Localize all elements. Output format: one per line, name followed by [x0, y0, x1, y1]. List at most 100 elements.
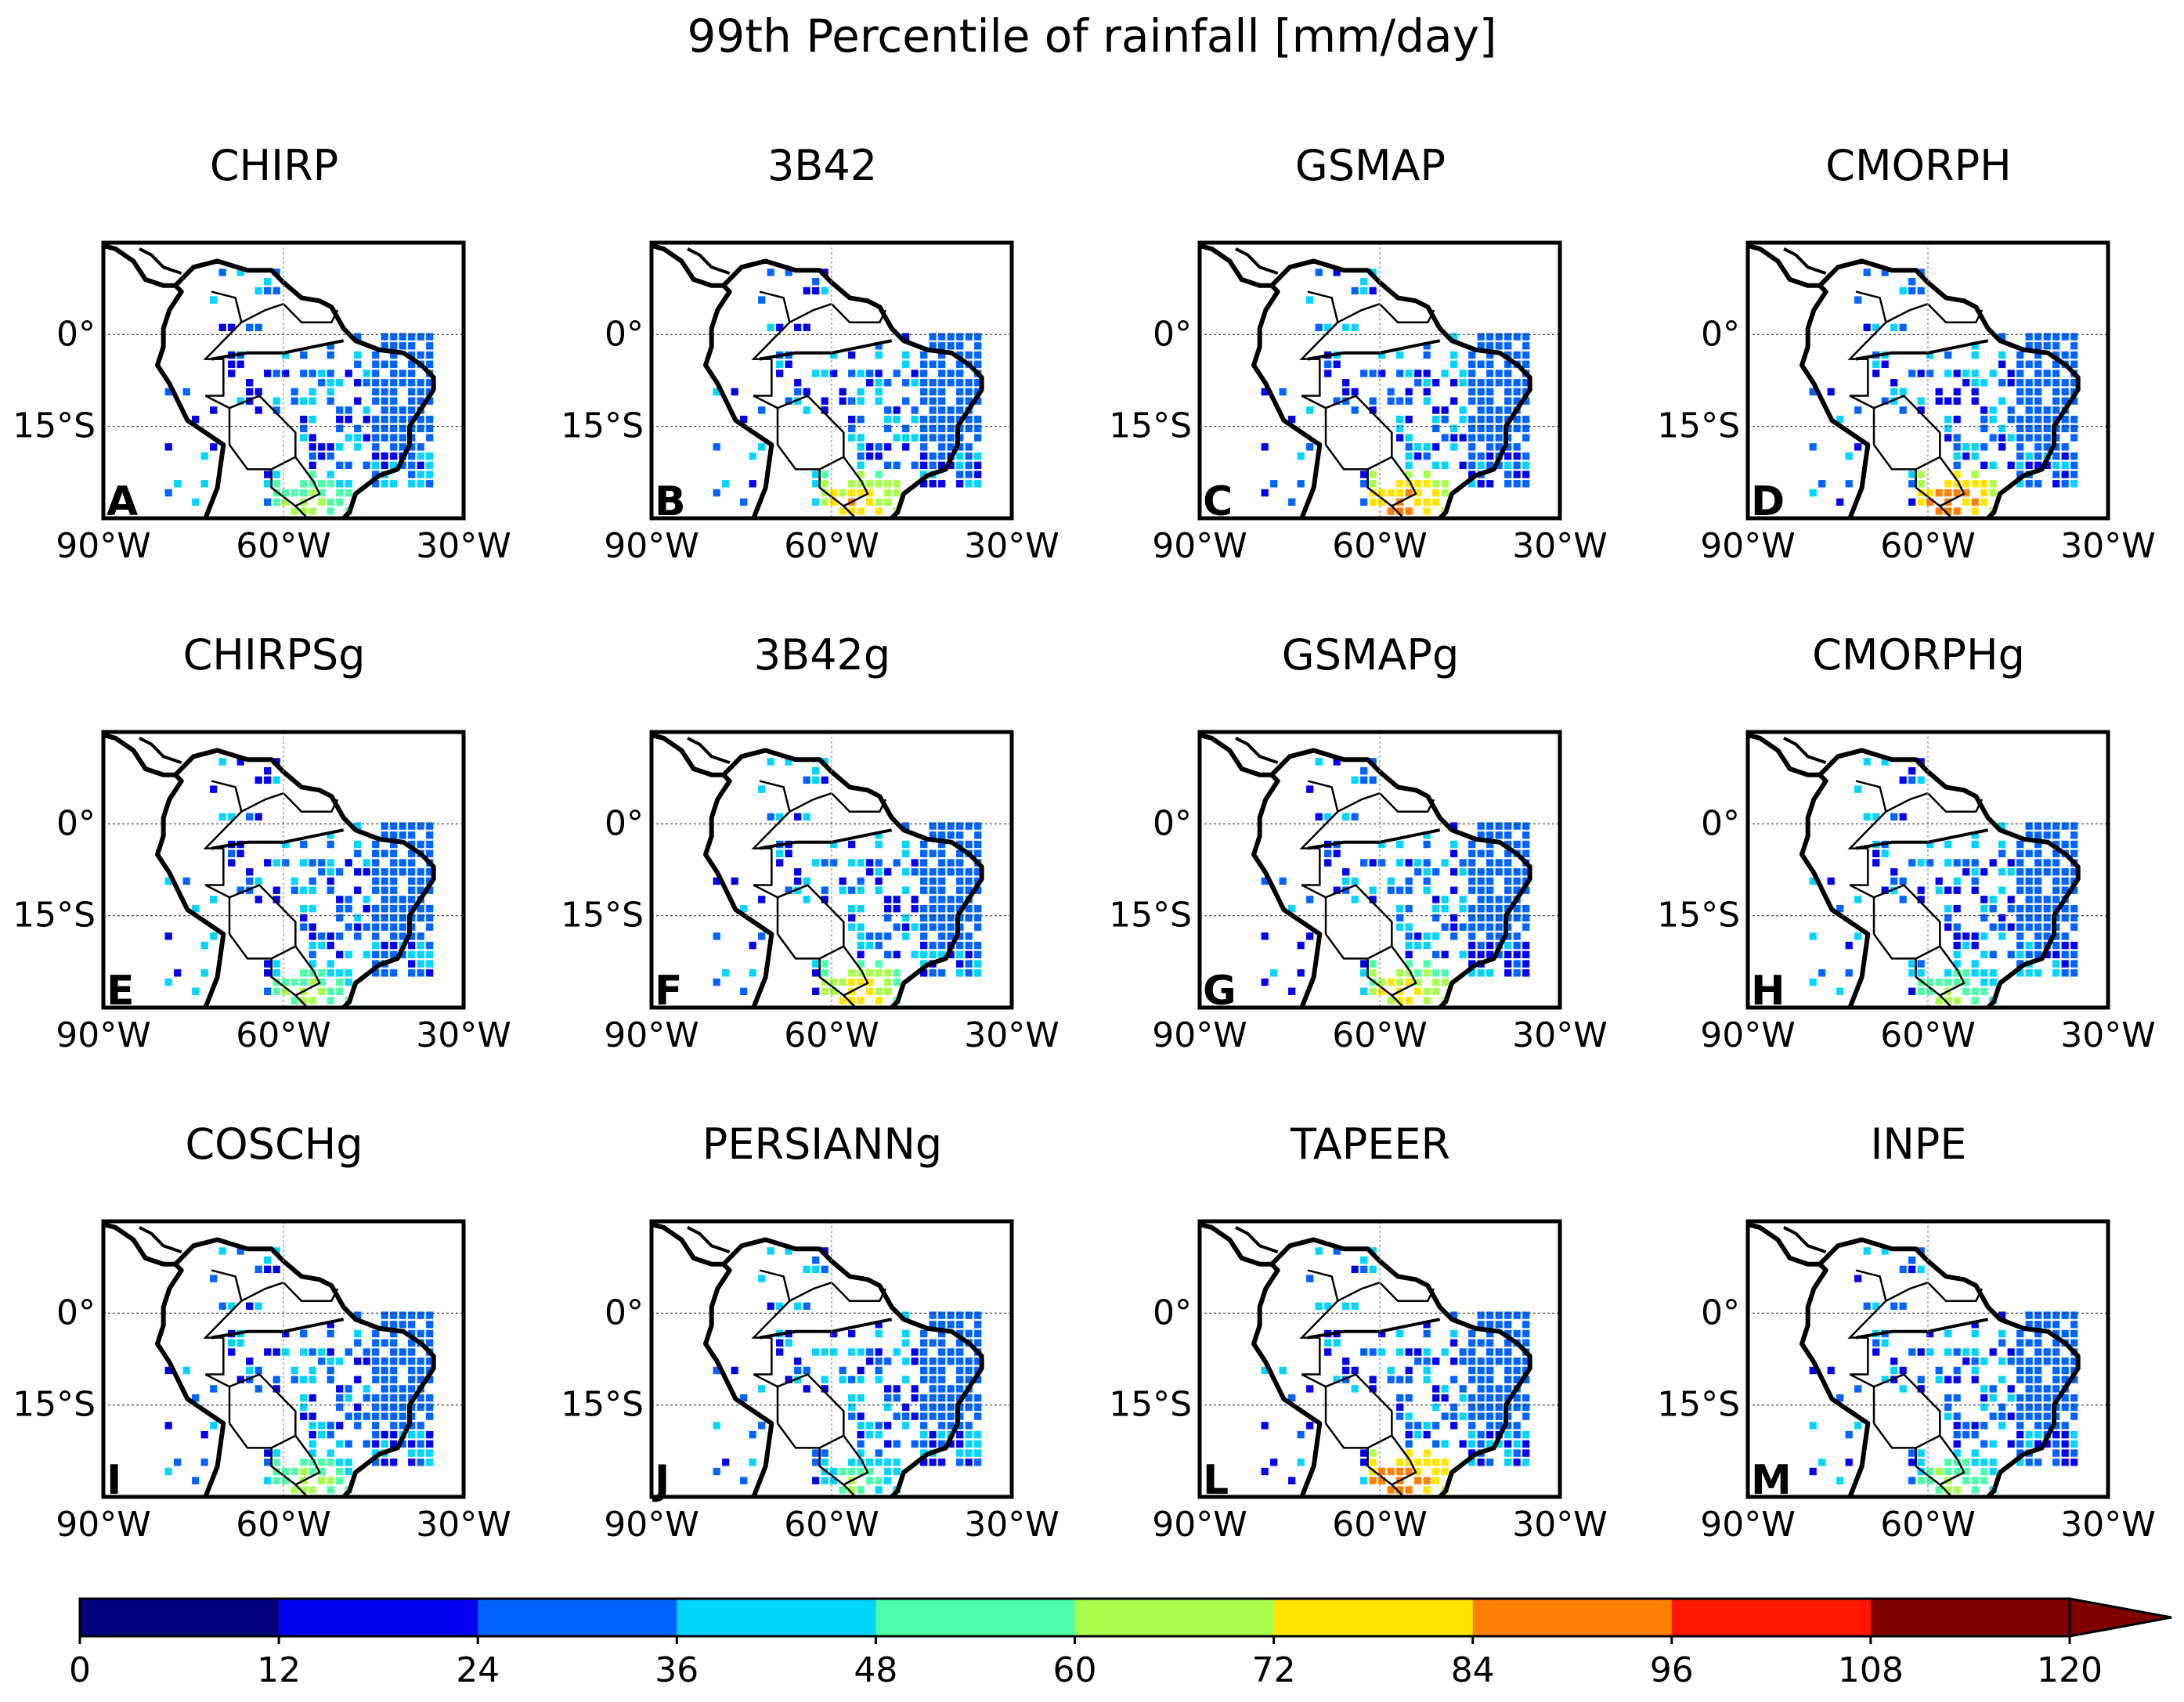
rain-cell	[1360, 969, 1367, 976]
rain-cell	[920, 1394, 927, 1401]
rain-cell	[381, 850, 388, 857]
rain-cell	[1514, 1367, 1521, 1374]
rain-cell	[1900, 1385, 1907, 1392]
rain-cell	[2062, 443, 2069, 450]
rain-cell	[1872, 1340, 1879, 1347]
rain-cell	[1990, 480, 1997, 487]
rain-cell	[246, 1358, 253, 1365]
rain-cell	[1496, 406, 1503, 413]
rain-cell	[1962, 942, 1969, 949]
y-tick-label: 0°	[1701, 1293, 1740, 1332]
rain-cell	[2008, 1385, 2015, 1392]
rain-cell	[1514, 1358, 1521, 1365]
rain-cell	[875, 887, 883, 894]
rain-cell	[381, 887, 388, 894]
rain-cell	[1388, 388, 1395, 395]
rain-cell	[866, 379, 873, 386]
rain-cell	[2016, 1394, 2023, 1401]
rain-cell	[1944, 489, 1951, 496]
rain-cell	[1890, 379, 1897, 386]
rain-cell	[1468, 361, 1475, 368]
rain-cell	[1306, 896, 1313, 903]
rain-cell	[803, 388, 810, 395]
rain-cell	[174, 480, 181, 487]
rain-cell	[893, 1412, 901, 1419]
rain-cell	[866, 480, 873, 487]
rain-cell	[1414, 370, 1421, 377]
rain-cell	[210, 932, 217, 939]
rain-cell	[264, 859, 271, 866]
rain-cell	[2070, 462, 2078, 469]
rain-cell	[1882, 1340, 1889, 1347]
rain-cell	[920, 379, 927, 386]
rain-cell	[2034, 1367, 2041, 1374]
rain-cell	[264, 767, 271, 774]
rain-cell	[893, 370, 901, 377]
rain-cell	[1478, 1385, 1485, 1392]
rain-cell	[1504, 480, 1511, 487]
rain-cell	[1522, 416, 1529, 423]
rain-cell	[1424, 398, 1431, 405]
rain-cell	[1522, 1441, 1529, 1448]
rain-cell	[1522, 480, 1529, 487]
rain-cell	[1954, 1431, 1961, 1438]
rain-cell	[1504, 1431, 1511, 1438]
rain-cell	[417, 462, 424, 469]
rain-cell	[408, 480, 415, 487]
rain-cell	[390, 859, 397, 866]
rain-cell	[731, 878, 738, 885]
rain-cell	[1972, 480, 1979, 487]
rain-cell	[920, 1441, 927, 1448]
rain-cell	[1478, 406, 1485, 413]
rain-cell	[381, 878, 388, 885]
rain-cell	[1262, 443, 1269, 450]
rain-cell	[408, 342, 415, 349]
rain-cell	[1486, 942, 1493, 949]
rain-cell	[327, 1367, 334, 1374]
rain-cell	[381, 942, 388, 949]
rain-cell	[893, 416, 901, 423]
rain-cell	[930, 379, 937, 386]
colorbar-tick-label: 60	[1053, 1650, 1097, 1690]
rain-cell	[938, 932, 945, 939]
rain-cell	[363, 1441, 370, 1448]
rain-cell	[1360, 988, 1367, 995]
rain-cell	[974, 969, 981, 976]
rain-cell	[1478, 1431, 1485, 1438]
map-plot: 90°W 60°W 30°W0°15°SM	[1644, 1120, 2184, 1621]
rain-cell	[803, 813, 810, 820]
rain-cell	[938, 1385, 945, 1392]
rain-cell	[165, 443, 172, 450]
rain-cell	[812, 278, 819, 285]
rain-cell	[1504, 471, 1511, 478]
panel-letter: G	[1203, 968, 1236, 1015]
rain-cell	[345, 1441, 352, 1448]
rain-cell	[201, 453, 208, 460]
rain-cell	[1442, 1348, 1449, 1355]
rain-cell	[363, 416, 370, 423]
rain-cell	[884, 489, 891, 496]
rain-cell	[902, 1340, 909, 1347]
rain-cell	[2034, 896, 2041, 903]
rain-cell	[920, 1340, 927, 1347]
rain-cell	[920, 850, 927, 857]
rain-cell	[938, 859, 945, 866]
rain-cell	[974, 1330, 981, 1337]
rain-cell	[1424, 932, 1431, 939]
rain-cell	[2052, 1358, 2059, 1365]
rain-cell	[1460, 1348, 1467, 1355]
rain-cell	[2026, 416, 2033, 423]
rain-cell	[884, 932, 891, 939]
rain-cell	[1370, 969, 1377, 976]
rain-cell	[749, 1431, 756, 1438]
rain-cell	[1306, 1275, 1313, 1282]
rain-cell	[1360, 287, 1367, 294]
rain-cell	[345, 462, 352, 469]
rain-cell	[1990, 1394, 1997, 1401]
rain-cell	[300, 416, 307, 423]
rain-cell	[417, 1358, 424, 1365]
rain-cell	[785, 1340, 792, 1347]
rain-cell	[902, 1412, 909, 1419]
rain-cell	[1908, 370, 1915, 377]
rain-cell	[1936, 979, 1943, 986]
